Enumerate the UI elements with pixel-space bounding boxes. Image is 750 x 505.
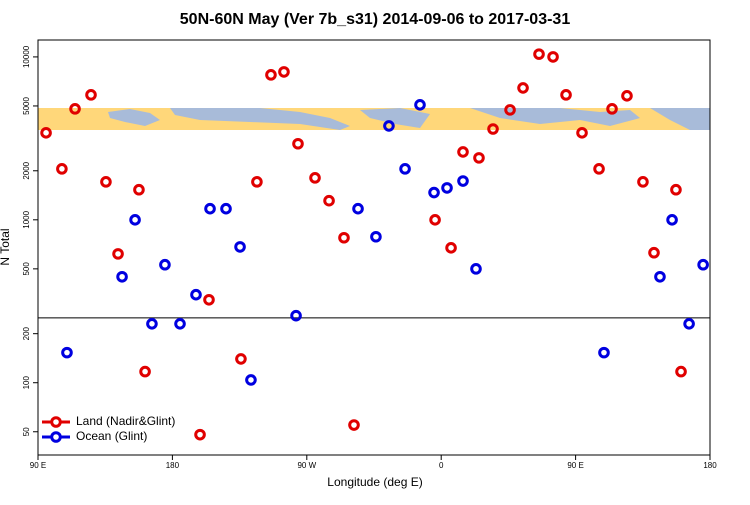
data-point xyxy=(220,202,232,215)
y-tick-label: 5000 xyxy=(22,97,31,115)
map-land xyxy=(108,109,160,126)
data-point xyxy=(116,270,128,283)
data-point xyxy=(85,89,97,101)
data-point xyxy=(204,202,216,215)
data-point xyxy=(133,183,145,196)
data-point xyxy=(547,51,559,63)
y-tick-label: 200 xyxy=(22,326,31,340)
data-point xyxy=(504,104,516,116)
x-axis-label: Longitude (deg E) xyxy=(327,475,422,489)
data-point xyxy=(203,293,215,306)
data-point xyxy=(598,346,610,359)
data-point xyxy=(445,242,457,254)
data-point xyxy=(174,317,186,330)
x-tick-label: 90 E xyxy=(30,461,46,470)
y-tick-label: 500 xyxy=(22,262,31,276)
data-point xyxy=(441,182,453,194)
data-point xyxy=(190,288,202,301)
map-land xyxy=(170,108,350,130)
data-point xyxy=(533,48,545,60)
y-tick-label: 1000 xyxy=(22,210,31,228)
data-point xyxy=(352,202,364,215)
data-point xyxy=(670,183,682,196)
data-point xyxy=(697,258,709,271)
data-point xyxy=(637,176,649,188)
data-point xyxy=(383,120,395,132)
data-point xyxy=(235,353,247,365)
data-point xyxy=(487,123,499,135)
data-point xyxy=(470,263,482,275)
data-point xyxy=(159,258,171,271)
data-point xyxy=(675,365,687,378)
legend-label: Ocean (Glint) xyxy=(76,429,147,443)
data-point xyxy=(338,231,350,244)
data-point xyxy=(234,241,246,253)
legend-label: Land (Nadir&Glint) xyxy=(76,414,175,428)
data-point xyxy=(348,419,360,431)
legend-marker xyxy=(50,431,62,443)
data-point xyxy=(428,186,440,199)
data-point xyxy=(61,346,73,359)
data-point xyxy=(69,103,81,115)
map-land xyxy=(650,108,710,130)
data-point xyxy=(251,176,263,188)
map-land xyxy=(360,108,430,128)
data-point xyxy=(621,90,633,102)
data-point xyxy=(429,214,441,226)
data-point xyxy=(683,317,695,330)
data-point xyxy=(146,317,158,330)
data-point xyxy=(473,152,485,164)
data-point xyxy=(112,248,124,260)
data-point xyxy=(100,176,112,188)
data-point xyxy=(370,230,382,243)
data-point xyxy=(666,214,678,226)
data-point xyxy=(593,163,605,175)
data-point xyxy=(606,103,618,115)
data-point xyxy=(517,82,529,94)
data-point xyxy=(457,175,469,187)
y-tick-label: 2000 xyxy=(22,161,31,179)
data-point xyxy=(576,127,588,139)
data-point xyxy=(139,365,151,378)
data-point xyxy=(278,66,290,78)
legend-marker xyxy=(50,416,62,428)
data-point xyxy=(40,127,52,139)
data-point xyxy=(414,99,426,111)
data-point xyxy=(129,214,141,226)
data-point xyxy=(323,194,335,207)
y-tick-label: 100 xyxy=(22,376,31,390)
data-point xyxy=(309,172,321,184)
y-axis-label: N Total xyxy=(0,228,12,265)
x-tick-label: 0 xyxy=(439,461,444,470)
data-point xyxy=(290,309,302,322)
x-tick-label: 90 W xyxy=(297,461,316,470)
x-tick-label: 180 xyxy=(703,461,717,470)
y-tick-label: 10000 xyxy=(22,45,31,68)
data-point xyxy=(457,146,469,158)
data-point xyxy=(56,163,68,175)
chart-title: 50N-60N May (Ver 7b_s31) 2014-09-06 to 2… xyxy=(180,11,571,28)
data-point xyxy=(292,137,304,150)
y-tick-label: 50 xyxy=(22,427,31,436)
data-point xyxy=(194,428,206,441)
x-tick-label: 180 xyxy=(166,461,180,470)
data-point xyxy=(265,69,277,81)
data-point xyxy=(648,246,660,259)
plot-frame xyxy=(37,39,711,456)
data-point xyxy=(245,374,257,386)
data-point xyxy=(654,270,666,283)
data-point xyxy=(399,163,411,175)
x-tick-label: 90 E xyxy=(567,461,583,470)
data-point xyxy=(560,89,572,101)
